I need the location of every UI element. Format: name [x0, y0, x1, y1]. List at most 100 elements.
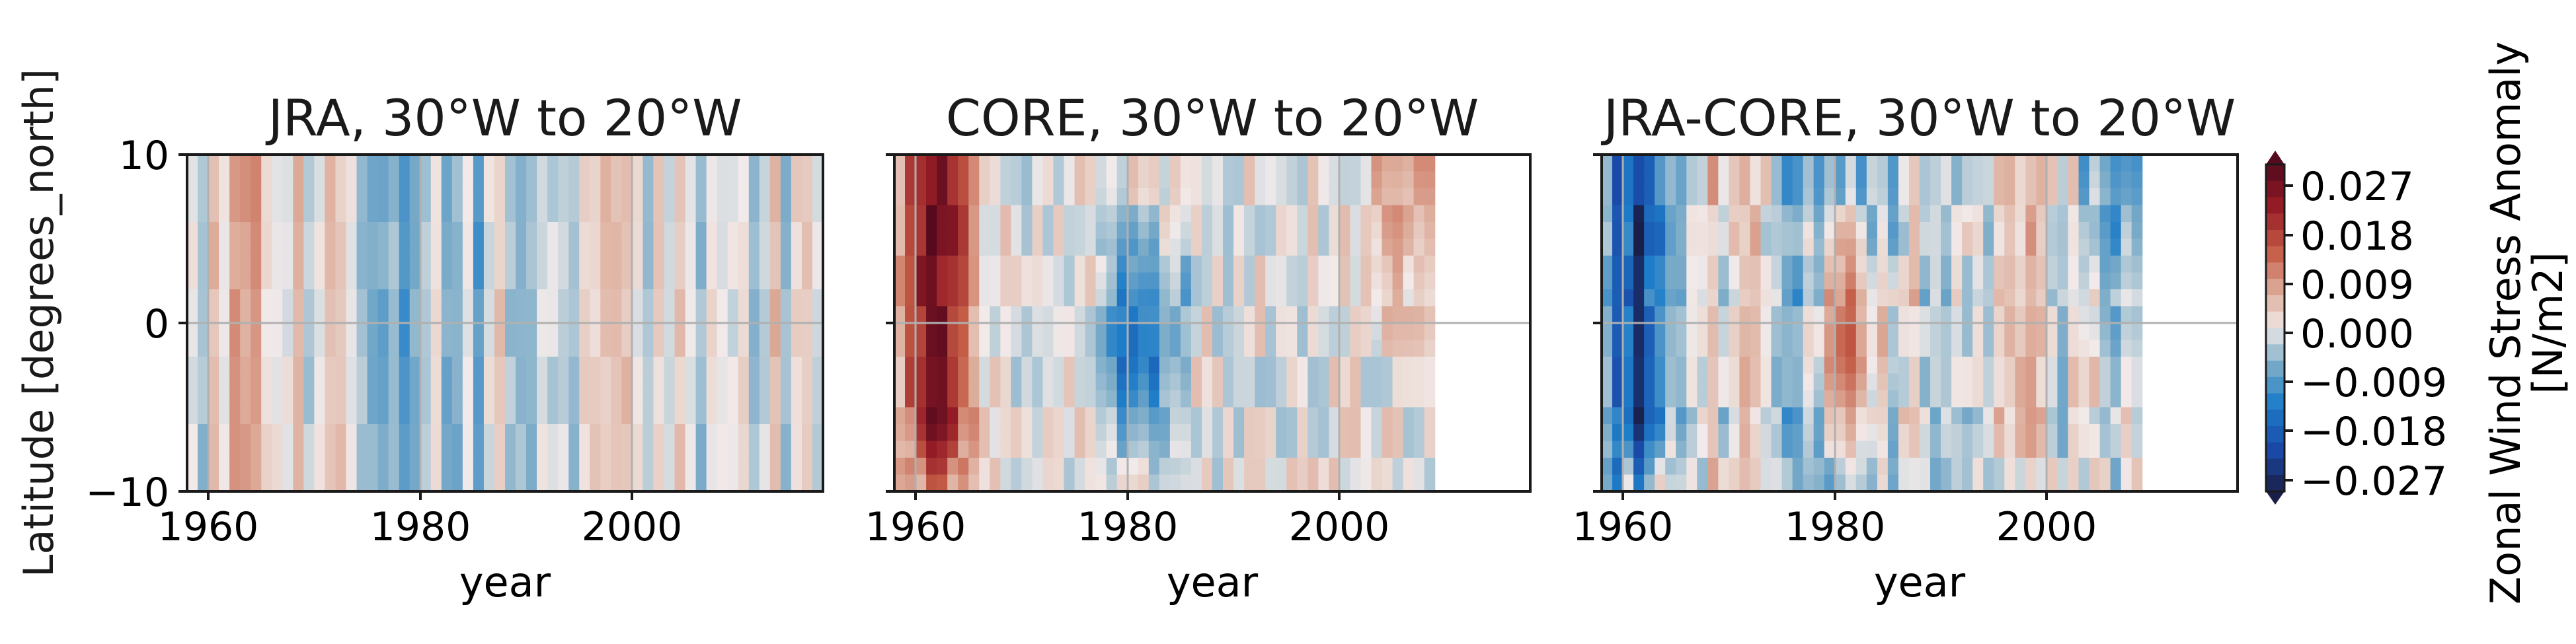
heatmap-cell: [187, 289, 198, 307]
heatmap-cell: [2057, 256, 2069, 273]
heatmap-cell: [2004, 188, 2015, 206]
heatmap-cell: [632, 424, 644, 442]
heatmap-cell: [695, 205, 707, 223]
heatmap-cell: [937, 155, 948, 172]
heatmap-cell: [791, 222, 802, 240]
heatmap-cell: [769, 188, 781, 206]
heatmap-cell: [812, 474, 823, 491]
heatmap-cell: [2047, 323, 2058, 341]
heatmap-cell: [1781, 256, 1793, 273]
x-tick-label: 1960: [865, 504, 966, 550]
heatmap-cell: [1962, 205, 1973, 223]
heatmap-cell: [1760, 256, 1772, 273]
heatmap-cell: [293, 458, 304, 476]
heatmap-cell: [1392, 458, 1404, 476]
heatmap-cell: [1116, 256, 1128, 273]
heatmap-cell: [505, 373, 516, 391]
heatmap-cell: [346, 373, 358, 391]
heatmap-cell: [1053, 407, 1065, 425]
heatmap-cell: [1866, 340, 1878, 357]
heatmap-cell: [1339, 458, 1351, 476]
heatmap-cell: [187, 340, 198, 357]
heatmap-cell: [377, 373, 389, 391]
heatmap-cell: [1042, 323, 1054, 341]
heatmap-cell: [791, 357, 802, 375]
heatmap-cell: [1042, 340, 1054, 357]
heatmap-cell: [894, 458, 906, 476]
heatmap-cell: [611, 272, 622, 290]
heatmap-cell: [685, 340, 697, 357]
heatmap-cell: [505, 222, 516, 240]
heatmap-cell: [1000, 390, 1011, 408]
heatmap-cell: [979, 323, 990, 341]
heatmap-cell: [251, 340, 262, 357]
heatmap-cell: [537, 272, 548, 290]
heatmap-cell: [1972, 306, 1984, 324]
heatmap-cell: [1212, 289, 1224, 307]
heatmap-cell: [1318, 340, 1329, 357]
heatmap-cell: [611, 323, 622, 341]
heatmap-cell: [1339, 441, 1351, 458]
heatmap-cell: [1760, 441, 1772, 458]
heatmap-cell: [208, 205, 219, 223]
heatmap-cell: [812, 306, 823, 324]
heatmap-cell: [1941, 238, 1952, 256]
heatmap-cell: [558, 238, 569, 256]
heatmap-cell: [1350, 289, 1362, 307]
heatmap-cell: [1053, 390, 1065, 408]
heatmap-cell: [1116, 458, 1128, 476]
heatmap-cell: [494, 323, 506, 341]
heatmap-cell: [579, 323, 590, 341]
heatmap-cell: [1032, 340, 1044, 357]
heatmap-cell: [894, 390, 906, 408]
heatmap-cell: [769, 256, 781, 273]
heatmap-cell: [1286, 306, 1298, 324]
heatmap-cell: [568, 306, 580, 324]
heatmap-cell: [990, 222, 1001, 240]
heatmap-cell: [1920, 256, 1931, 273]
heatmap-cell: [1676, 188, 1687, 206]
heatmap-cell: [1085, 323, 1097, 341]
heatmap-cell: [990, 458, 1001, 476]
heatmap-cell: [1371, 323, 1383, 341]
heatmap-cell: [958, 171, 969, 189]
heatmap-cell: [1920, 205, 1931, 223]
heatmap-cell: [968, 390, 980, 408]
heatmap-cell: [1962, 222, 1973, 240]
heatmap-cell: [1000, 357, 1011, 375]
heatmap-cell: [198, 424, 209, 442]
heatmap-cell: [894, 171, 906, 189]
heatmap-cell: [706, 323, 718, 341]
heatmap-cell: [579, 474, 590, 491]
heatmap-cell: [1781, 390, 1793, 408]
heatmap-cell: [1223, 272, 1234, 290]
heatmap-cell: [399, 458, 410, 476]
heatmap-cell: [1644, 357, 1655, 375]
heatmap-cell: [1212, 256, 1224, 273]
heatmap-cell: [1032, 458, 1044, 476]
heatmap-cell: [430, 306, 442, 324]
heatmap-cell: [769, 323, 781, 341]
heatmap-cell: [1360, 306, 1372, 324]
heatmap-cell: [187, 424, 198, 442]
heatmap-cell: [2131, 323, 2143, 341]
heatmap-cell: [579, 373, 590, 391]
heatmap-cell: [1824, 256, 1836, 273]
heatmap-cell: [1824, 424, 1836, 442]
heatmap-cell: [1095, 222, 1107, 240]
heatmap-cell: [1781, 188, 1793, 206]
heatmap-cell: [801, 424, 813, 442]
heatmap-cell: [1212, 171, 1224, 189]
heatmap-cell: [643, 390, 654, 408]
heatmap-cell: [1845, 340, 1857, 357]
heatmap-cell: [494, 222, 506, 240]
heatmap-cell: [1655, 424, 1666, 442]
heatmap-cell: [1813, 323, 1825, 341]
heatmap-cell: [1190, 441, 1202, 458]
heatmap-cell: [1739, 407, 1751, 425]
heatmap-cell: [947, 373, 958, 391]
heatmap-cell: [1403, 441, 1415, 458]
heatmap-cell: [346, 323, 358, 341]
heatmap-cell: [1392, 357, 1404, 375]
heatmap-cell: [1824, 205, 1836, 223]
